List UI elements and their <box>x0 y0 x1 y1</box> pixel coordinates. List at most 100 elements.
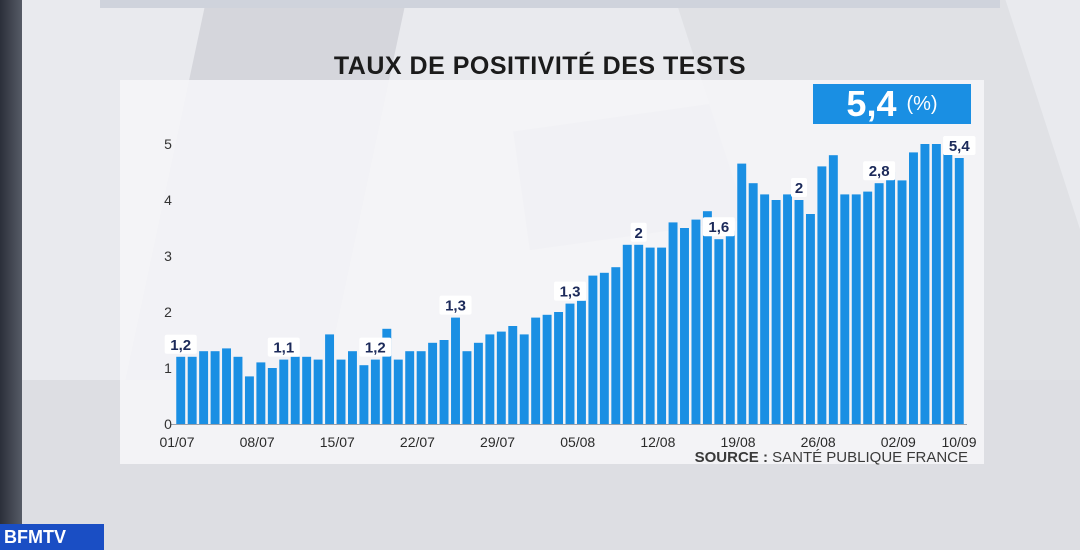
bar <box>233 356 243 424</box>
bar <box>794 200 804 424</box>
data-label-bg <box>359 337 392 357</box>
bar <box>462 351 472 424</box>
x-tick-label: 19/08 <box>720 434 755 450</box>
x-tick-label: 29/07 <box>480 434 515 450</box>
bar <box>302 356 312 424</box>
data-label-bg <box>863 161 896 181</box>
bar <box>176 356 186 424</box>
data-label-bg <box>267 337 300 357</box>
bar <box>737 163 747 424</box>
presenter-edge <box>0 0 22 550</box>
bar <box>348 351 357 424</box>
bar <box>611 267 621 424</box>
bar <box>874 183 884 424</box>
data-label-bg <box>790 178 807 197</box>
y-tick-label: 4 <box>164 192 172 208</box>
x-tick-label: 08/07 <box>240 434 275 450</box>
bar <box>508 326 518 424</box>
bar <box>771 200 781 424</box>
data-label-bg <box>554 281 586 301</box>
source-prefix: SOURCE : <box>694 449 768 466</box>
bar <box>187 356 197 424</box>
bar <box>748 183 758 424</box>
y-tick-label: 3 <box>164 248 172 264</box>
bar <box>805 214 815 424</box>
top-strip <box>100 0 1000 8</box>
data-label: 1,2 <box>170 337 191 354</box>
bar <box>909 152 918 424</box>
bar <box>657 247 667 424</box>
current-value-unit: (%) <box>906 92 938 115</box>
bar <box>565 303 575 424</box>
bar <box>783 194 792 424</box>
bar <box>954 158 964 424</box>
bar <box>680 228 689 424</box>
data-label-bg <box>630 222 647 242</box>
bar <box>576 300 586 424</box>
bar <box>645 247 655 424</box>
bar <box>256 362 266 424</box>
data-label-bg <box>943 136 976 155</box>
bar <box>244 376 254 424</box>
data-label: 1,6 <box>708 219 729 236</box>
bar <box>886 172 896 424</box>
x-tick-label: 10/09 <box>941 434 976 450</box>
bar <box>668 222 678 424</box>
bar <box>599 272 609 424</box>
bar <box>370 359 380 424</box>
data-label: 1,2 <box>365 340 386 357</box>
bar <box>714 239 724 424</box>
bar <box>416 351 426 424</box>
data-label-bg <box>702 217 735 237</box>
x-tick-label: 01/07 <box>159 434 194 450</box>
bar <box>828 155 838 424</box>
bar <box>897 180 907 424</box>
data-label-bg <box>439 295 472 315</box>
bar <box>210 351 220 424</box>
source-name: SANTÉ PUBLIQUE FRANCE <box>772 449 968 466</box>
x-tick-label: 22/07 <box>400 434 435 450</box>
bar <box>760 194 770 424</box>
y-tick-label: 0 <box>164 416 172 432</box>
bar <box>428 342 438 424</box>
channel-logo: BFMTV <box>0 524 104 550</box>
current-value-badge: 5,4 (%) <box>813 83 971 124</box>
bar <box>451 317 460 424</box>
bar <box>393 359 403 424</box>
data-label: 1,3 <box>560 284 581 301</box>
bar <box>588 275 598 424</box>
data-label: 2 <box>795 180 803 197</box>
bar <box>920 144 930 424</box>
bar <box>222 348 231 424</box>
bar <box>943 144 953 424</box>
x-tick-label: 02/09 <box>881 434 916 450</box>
y-tick-label: 2 <box>164 304 172 320</box>
data-label: 5,4 <box>949 138 971 155</box>
bar <box>290 356 300 424</box>
data-label: 1,1 <box>273 340 294 357</box>
bar <box>725 230 735 424</box>
bar <box>325 334 335 424</box>
y-tick-label: 5 <box>164 136 172 152</box>
source-note: SOURCE : SANTÉ PUBLIQUE FRANCE <box>695 449 968 466</box>
bar <box>439 340 449 424</box>
bar <box>840 194 850 424</box>
bar <box>267 368 277 424</box>
bar <box>519 334 529 424</box>
bar <box>702 211 712 424</box>
bar <box>496 331 506 424</box>
data-label-bg <box>164 334 197 354</box>
bar <box>622 244 632 424</box>
bar <box>405 351 415 424</box>
x-tick-label: 26/08 <box>801 434 836 450</box>
bar <box>817 166 827 424</box>
data-label: 2 <box>635 225 643 242</box>
bar <box>931 144 941 424</box>
data-label: 1,3 <box>445 298 466 315</box>
x-tick-label: 12/08 <box>640 434 675 450</box>
bar <box>634 244 644 424</box>
x-tick-label: 15/07 <box>320 434 355 450</box>
x-tick-label: 05/08 <box>560 434 595 450</box>
bar <box>473 342 483 424</box>
